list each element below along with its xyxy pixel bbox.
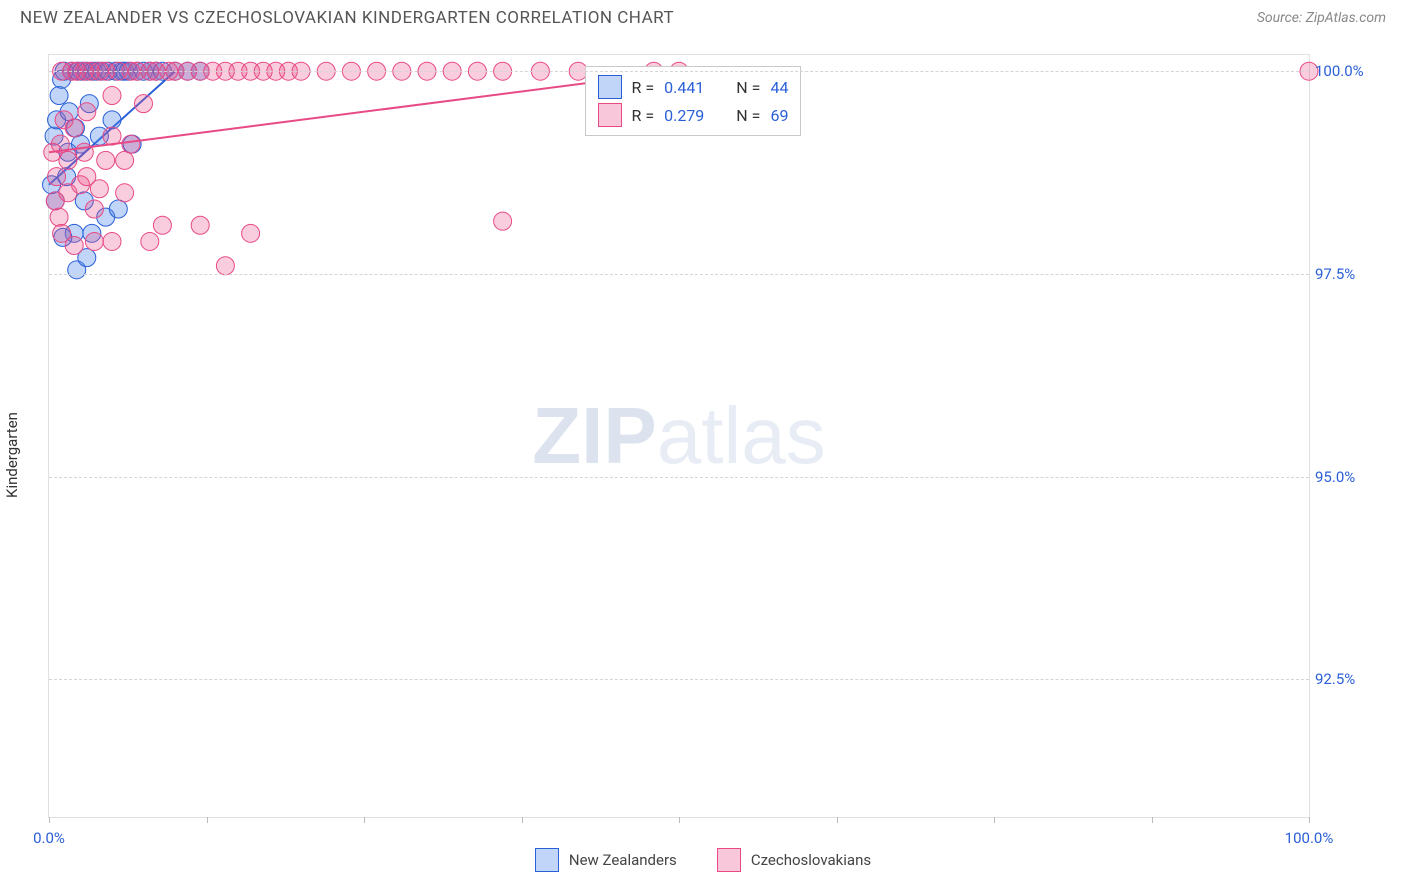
data-point: [103, 127, 121, 145]
y-tick-label: 92.5%: [1315, 670, 1383, 688]
gridline: [49, 71, 1309, 72]
x-tick-mark: [837, 817, 838, 823]
bottom-legend: New Zealanders Czechoslovakians: [0, 848, 1406, 872]
data-point: [75, 143, 93, 161]
data-point: [122, 135, 140, 153]
stats-row: R = 0.441 N = 44: [598, 73, 789, 101]
x-tick-mark: [994, 817, 995, 823]
legend-swatch-icon: [598, 75, 622, 99]
y-tick-label: 97.5%: [1315, 265, 1383, 283]
data-point: [85, 232, 103, 250]
source-label: Source: ZipAtlas.com: [1257, 10, 1386, 26]
data-point: [242, 224, 260, 242]
y-axis-label: Kindergarten: [3, 412, 21, 498]
r-label: R =: [632, 106, 655, 125]
x-tick-mark: [49, 817, 50, 823]
data-point: [65, 119, 83, 137]
data-point: [216, 257, 234, 275]
data-point: [50, 87, 68, 105]
data-point: [141, 232, 159, 250]
n-value: 44: [770, 78, 788, 97]
data-point: [78, 168, 96, 186]
legend-item: New Zealanders: [535, 848, 677, 872]
x-tick-mark: [364, 817, 365, 823]
data-point: [46, 192, 64, 210]
plot-area: [49, 55, 1309, 817]
stats-legend-box: R = 0.441 N = 44 R = 0.279 N = 69: [585, 66, 802, 136]
data-point: [48, 168, 66, 186]
data-point: [51, 135, 69, 153]
r-label: R =: [632, 78, 655, 97]
r-value: 0.279: [664, 106, 704, 125]
chart-title: NEW ZEALANDER VS CZECHOSLOVAKIAN KINDERG…: [20, 8, 674, 28]
x-tick-label: 100.0%: [1285, 829, 1334, 847]
data-point: [103, 232, 121, 250]
n-value: 69: [770, 106, 788, 125]
data-point: [135, 95, 153, 113]
x-tick-mark: [207, 817, 208, 823]
data-point: [103, 111, 121, 129]
legend-label: New Zealanders: [569, 851, 677, 869]
x-tick-label: 0.0%: [33, 829, 65, 847]
x-tick-mark: [1309, 817, 1310, 823]
x-tick-mark: [1152, 817, 1153, 823]
data-point: [494, 212, 512, 230]
correlation-scatter-chart: ZIPatlas R =0.441N =44R =0.279N =69 100.…: [48, 54, 1310, 818]
x-tick-mark: [679, 817, 680, 823]
data-point: [116, 184, 134, 202]
y-tick-label: 95.0%: [1315, 468, 1383, 486]
data-point: [85, 200, 103, 218]
n-label: N =: [736, 106, 760, 125]
data-point: [116, 151, 134, 169]
gridline: [49, 274, 1309, 275]
data-point: [97, 151, 115, 169]
legend-swatch-icon: [598, 103, 622, 127]
data-point: [109, 200, 127, 218]
data-point: [191, 216, 209, 234]
legend-swatch-icon: [717, 848, 741, 872]
stats-row: R = 0.279 N = 69: [598, 101, 789, 129]
data-point: [103, 87, 121, 105]
x-tick-mark: [522, 817, 523, 823]
data-point: [65, 237, 83, 255]
y-tick-label: 100.0%: [1315, 62, 1383, 80]
r-value: 0.441: [664, 78, 704, 97]
legend-label: Czechoslovakians: [751, 851, 871, 869]
gridline: [49, 477, 1309, 478]
legend-swatch-icon: [535, 848, 559, 872]
data-point: [59, 151, 77, 169]
data-point: [153, 216, 171, 234]
legend-item: Czechoslovakians: [717, 848, 871, 872]
data-point: [78, 103, 96, 121]
n-label: N =: [736, 78, 760, 97]
gridline: [49, 679, 1309, 680]
data-point: [50, 208, 68, 226]
